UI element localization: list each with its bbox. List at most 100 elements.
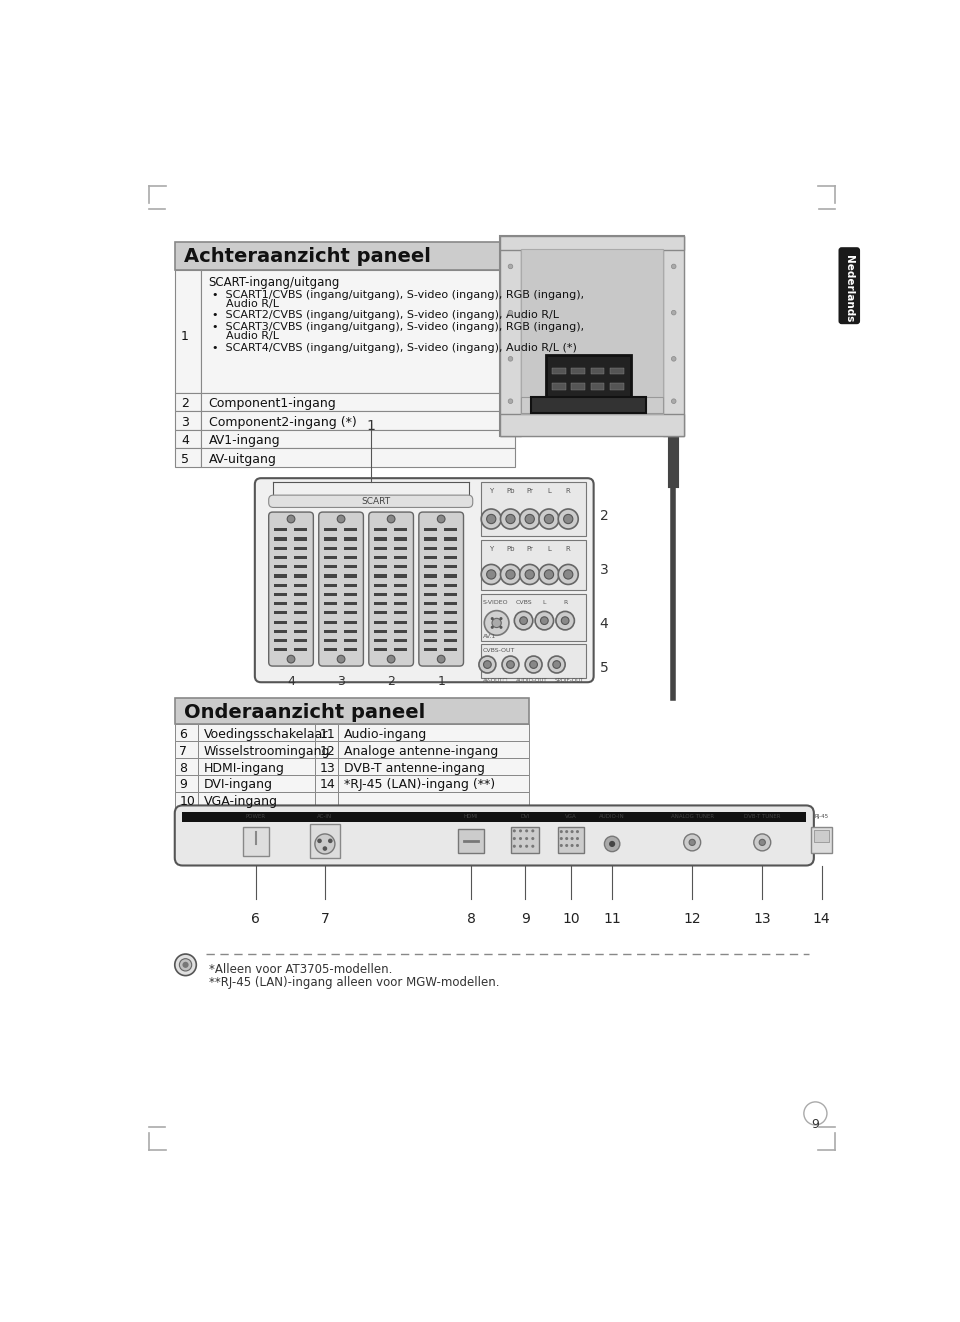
Circle shape <box>539 564 559 584</box>
Circle shape <box>487 570 496 579</box>
Bar <box>175 242 516 270</box>
Circle shape <box>570 837 574 839</box>
FancyBboxPatch shape <box>369 512 414 666</box>
Text: Onderaanzicht paneel: Onderaanzicht paneel <box>184 703 425 722</box>
Bar <box>663 235 684 436</box>
Text: •  SCART3/CVBS (ingang/uitgang), S-video (ingang), RGB (ingang),: • SCART3/CVBS (ingang/uitgang), S-video … <box>212 321 584 332</box>
Text: Y: Y <box>489 488 493 494</box>
Text: 1: 1 <box>437 676 445 689</box>
Circle shape <box>544 570 554 579</box>
Bar <box>458 829 484 853</box>
Circle shape <box>519 837 522 839</box>
Text: 6: 6 <box>252 912 260 925</box>
Text: 11: 11 <box>320 727 335 740</box>
Bar <box>275 557 287 559</box>
Bar <box>521 250 663 414</box>
Bar <box>395 602 407 605</box>
Bar <box>374 611 387 615</box>
Circle shape <box>499 617 502 620</box>
Bar <box>344 557 357 559</box>
Bar <box>395 648 407 652</box>
Bar <box>424 629 438 633</box>
Bar <box>444 611 457 615</box>
Text: Pb: Pb <box>506 546 515 553</box>
Text: 10: 10 <box>180 796 195 809</box>
Bar <box>182 812 806 822</box>
Text: *Alleen voor AT3705-modellen.: *Alleen voor AT3705-modellen. <box>208 964 392 976</box>
Circle shape <box>337 516 345 522</box>
Text: Y: Y <box>489 546 493 553</box>
Bar <box>344 538 357 541</box>
Text: DVI-ingang: DVI-ingang <box>204 779 273 792</box>
Bar <box>444 584 457 587</box>
Bar <box>344 648 357 652</box>
Bar <box>481 539 586 590</box>
Bar <box>175 270 201 393</box>
Circle shape <box>387 656 395 664</box>
Bar <box>201 393 516 411</box>
Bar <box>814 830 829 842</box>
Bar <box>374 538 387 541</box>
Bar <box>275 620 287 624</box>
Circle shape <box>484 661 492 669</box>
Circle shape <box>609 841 615 847</box>
Circle shape <box>539 509 559 529</box>
Bar <box>395 611 407 615</box>
Text: Audio R/L: Audio R/L <box>212 299 278 309</box>
Text: Analoge antenne-ingang: Analoge antenne-ingang <box>344 744 498 758</box>
Bar <box>315 775 338 792</box>
Bar <box>294 575 307 578</box>
Text: R: R <box>563 600 567 605</box>
Bar <box>500 235 521 436</box>
Bar <box>424 538 438 541</box>
Bar <box>395 575 407 578</box>
Circle shape <box>531 845 535 847</box>
Text: DVB-T antenne-ingang: DVB-T antenne-ingang <box>344 761 485 775</box>
Circle shape <box>182 961 188 968</box>
Circle shape <box>387 516 395 522</box>
Bar <box>201 270 516 393</box>
Circle shape <box>491 617 493 620</box>
FancyBboxPatch shape <box>254 479 593 682</box>
Circle shape <box>560 843 563 847</box>
Text: Nederlands: Nederlands <box>844 255 854 323</box>
Bar <box>395 529 407 531</box>
Text: 12: 12 <box>320 744 335 758</box>
Bar <box>275 602 287 605</box>
Bar <box>444 547 457 550</box>
Text: Pr: Pr <box>526 546 533 553</box>
Bar <box>424 594 438 596</box>
Bar <box>552 383 565 390</box>
Bar <box>294 584 307 587</box>
Bar <box>395 547 407 550</box>
Text: *RJ-45 (LAN)-ingang (**): *RJ-45 (LAN)-ingang (**) <box>344 779 495 792</box>
FancyBboxPatch shape <box>319 512 364 666</box>
Bar <box>424 547 438 550</box>
Bar <box>294 538 307 541</box>
Bar <box>275 629 287 633</box>
Circle shape <box>519 845 522 847</box>
Bar <box>424 611 438 615</box>
Bar <box>175 724 198 740</box>
Bar <box>374 566 387 568</box>
Circle shape <box>525 514 535 524</box>
Circle shape <box>553 661 561 669</box>
Bar <box>294 566 307 568</box>
FancyBboxPatch shape <box>419 512 464 666</box>
Bar <box>344 620 357 624</box>
Circle shape <box>565 830 568 833</box>
Bar <box>338 724 529 740</box>
Bar <box>444 620 457 624</box>
Text: 9: 9 <box>520 912 530 925</box>
Bar <box>531 398 646 412</box>
Circle shape <box>487 514 496 524</box>
Bar <box>294 557 307 559</box>
Circle shape <box>180 958 192 970</box>
Circle shape <box>519 617 527 624</box>
Bar <box>175 758 198 775</box>
Circle shape <box>576 830 579 833</box>
Text: 9: 9 <box>811 1118 819 1132</box>
Text: 2: 2 <box>600 509 609 524</box>
Circle shape <box>576 843 579 847</box>
Circle shape <box>287 516 295 522</box>
